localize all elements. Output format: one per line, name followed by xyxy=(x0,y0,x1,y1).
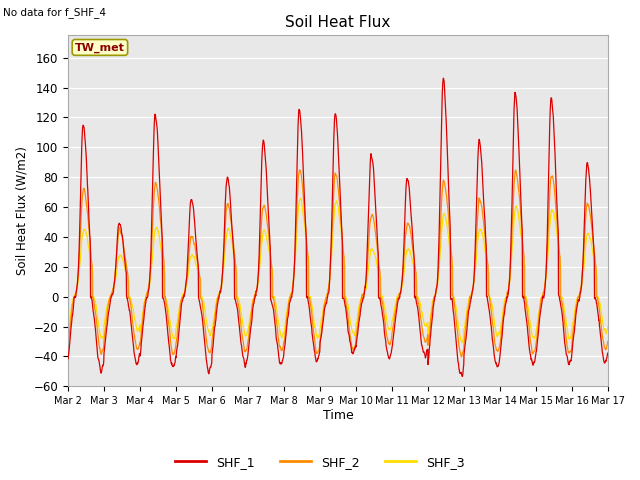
SHF_2 xyxy=(495,346,503,351)
SHF_1 xyxy=(365,193,373,199)
SHF_2 xyxy=(365,230,373,236)
SHF_2 xyxy=(354,324,362,329)
SHF_1 xyxy=(440,75,447,81)
SHF_1 xyxy=(64,356,72,361)
SHF_2 xyxy=(458,354,465,360)
Line: SHF_2: SHF_2 xyxy=(68,170,608,357)
SHF_2 xyxy=(572,309,579,314)
SHF_3 xyxy=(604,324,612,330)
SHF_1 xyxy=(458,373,466,379)
SHF_3 xyxy=(572,303,579,309)
SHF_1 xyxy=(214,296,222,302)
SHF_1 xyxy=(557,300,564,306)
SHF_2 xyxy=(296,167,303,173)
Line: SHF_3: SHF_3 xyxy=(68,198,608,342)
SHF_3 xyxy=(297,195,305,201)
Line: SHF_1: SHF_1 xyxy=(68,78,608,376)
SHF_1 xyxy=(353,332,361,338)
SHF_2 xyxy=(214,293,222,299)
SHF_3 xyxy=(354,314,362,320)
SHF_3 xyxy=(214,290,222,296)
SHF_3 xyxy=(458,339,466,345)
SHF_3 xyxy=(365,258,373,264)
SHF_1 xyxy=(572,316,579,322)
SHF_3 xyxy=(495,331,503,336)
Legend: SHF_1, SHF_2, SHF_3: SHF_1, SHF_2, SHF_3 xyxy=(170,451,470,474)
Title: Soil Heat Flux: Soil Heat Flux xyxy=(285,15,390,30)
X-axis label: Time: Time xyxy=(323,409,353,422)
SHF_2 xyxy=(604,338,612,344)
SHF_1 xyxy=(604,350,612,356)
SHF_2 xyxy=(64,340,72,346)
Text: TW_met: TW_met xyxy=(75,42,125,52)
SHF_2 xyxy=(557,294,564,300)
SHF_3 xyxy=(64,330,72,336)
Y-axis label: Soil Heat Flux (W/m2): Soil Heat Flux (W/m2) xyxy=(15,146,28,275)
SHF_1 xyxy=(495,360,503,366)
Text: No data for f_SHF_4: No data for f_SHF_4 xyxy=(3,7,106,18)
SHF_3 xyxy=(557,263,564,268)
